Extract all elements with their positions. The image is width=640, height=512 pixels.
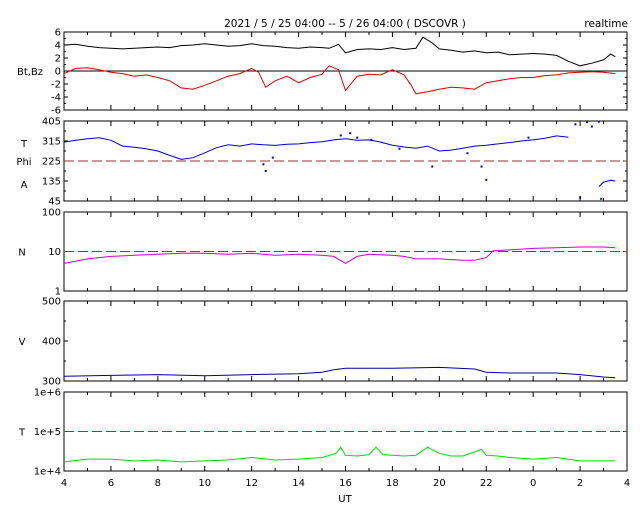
y-tick-label: 225 (42, 157, 61, 168)
data-point (262, 163, 265, 166)
data-point (271, 156, 274, 159)
y-tick-label: 6 (55, 28, 61, 39)
y-tick-label: 400 (42, 337, 61, 348)
chart-title: 2021 / 5 / 25 04:00 -- 5 / 26 04:00 ( DS… (224, 18, 466, 30)
panel-phi: 405 315 225 135 45 T Phi A (16, 117, 628, 208)
x-tick-label: 0 (530, 478, 536, 489)
data-point (590, 125, 593, 128)
data-point (579, 196, 582, 199)
y-tick-label: 1e+5 (34, 427, 61, 438)
series-line-velocity-0 (63, 366, 616, 379)
y-tick-label: 4 (55, 41, 61, 52)
x-axis-label: UT (338, 494, 352, 505)
panel-density: 100 10 1 N (18, 208, 628, 298)
data-point (485, 178, 488, 181)
series-line-phi-2 (598, 179, 616, 187)
data-point (349, 132, 352, 135)
data-point (398, 147, 401, 150)
series-line-phi-0 (63, 135, 569, 160)
y-axis-label: T (18, 428, 26, 439)
x-tick-label: 20 (433, 478, 446, 489)
panel-bfield: 6 4 2 0 -2 -4 -6 Bt,Bz (17, 28, 628, 117)
data-point (480, 165, 483, 168)
x-tick-label: 4 (61, 478, 67, 489)
data-point (264, 170, 267, 172)
y-tick-label: 1e+6 (34, 388, 61, 399)
panel-frame (63, 300, 628, 382)
data-point (597, 120, 600, 123)
data-point (574, 123, 577, 126)
y-axis-label: V (19, 337, 26, 348)
y-tick-label: 405 (42, 117, 61, 128)
series-line-density-0 (63, 246, 616, 264)
data-point (527, 136, 530, 139)
x-tick-label: 22 (480, 478, 493, 489)
series-line-bfield-1 (63, 65, 616, 95)
x-tick-label: 12 (245, 478, 258, 489)
y-axis-label: N (18, 248, 25, 259)
x-tick-label: 10 (198, 478, 211, 489)
y-tick-label: 100 (42, 208, 61, 219)
x-tick-label: 4 (624, 478, 630, 489)
y-tick-label: 315 (42, 137, 61, 148)
y-tick-label: 2 (55, 54, 61, 65)
data-point (339, 134, 342, 137)
series-line-bfield-0 (63, 36, 616, 67)
y-axis-label: A (21, 180, 28, 191)
x-tick-label: 2 (577, 478, 583, 489)
x-tick-label: 16 (339, 478, 352, 489)
data-point (600, 197, 603, 200)
data-point (431, 165, 434, 168)
data-point (356, 136, 359, 139)
y-tick-label: 0 (55, 67, 61, 78)
y-tick-label: 45 (48, 197, 61, 208)
y-tick-label: -6 (51, 106, 61, 117)
data-point (586, 121, 589, 124)
data-point (370, 138, 373, 141)
panels-group: 6420-2-4-6Bt,Bz40531522513545TPhiA100101… (16, 28, 628, 478)
series-line-temperature-0 (63, 446, 616, 463)
realtime-label: realtime (584, 18, 628, 30)
y-tick-label: -2 (51, 80, 61, 91)
y-axis-label: Bt,Bz (17, 67, 43, 78)
y-axis-label: T (20, 139, 28, 150)
y-tick-label: -4 (51, 93, 61, 104)
data-point (466, 152, 469, 155)
x-tick-label: 14 (292, 478, 305, 489)
x-axis: 4 6 8 10 12 14 16 18 20 22 0 2 4 (61, 478, 630, 489)
x-tick-label: 18 (386, 478, 399, 489)
y-tick-label: 1e+4 (34, 467, 61, 478)
y-axis-label: Phi (16, 157, 31, 168)
y-tick-label: 1 (55, 287, 61, 298)
x-tick-label: 6 (108, 478, 114, 489)
y-tick-label: 10 (48, 247, 61, 258)
x-tick-label: 8 (155, 478, 161, 489)
y-tick-label: 135 (42, 177, 61, 188)
panel-temperature: 1e+6 1e+5 1e+4 T (18, 388, 628, 478)
y-tick-label: 500 (42, 297, 61, 308)
panel-velocity: 500 400 300 V (19, 297, 628, 388)
y-tick-label: 300 (42, 377, 61, 388)
